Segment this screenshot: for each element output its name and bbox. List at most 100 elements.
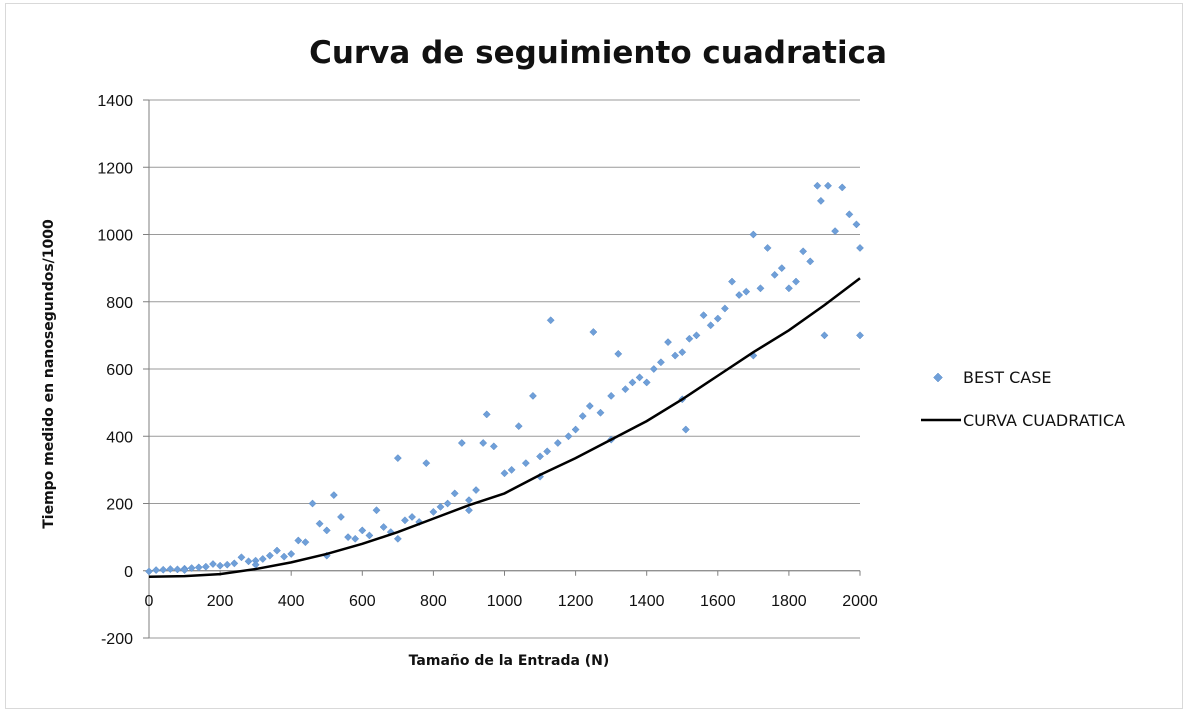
y-tick-label: -200 [101, 631, 133, 648]
scatter-point [482, 410, 491, 419]
scatter-point [223, 560, 232, 569]
scatter-point [813, 181, 822, 190]
legend-item-curva-cuadratica: CURVA CUADRATICA [921, 411, 1125, 430]
scatter-point [166, 565, 175, 574]
x-tick-label: 400 [278, 593, 305, 610]
scatter-point [845, 210, 854, 219]
scatter-point [735, 291, 744, 299]
scatter-point [216, 561, 225, 570]
scatter-point [237, 553, 246, 562]
y-tick-label: 1400 [97, 93, 133, 110]
y-tick-label: 800 [106, 295, 133, 312]
scatter-point [265, 551, 274, 560]
scatter-point [820, 331, 829, 340]
x-tick-label: 1200 [558, 593, 594, 610]
scatter-point [489, 442, 498, 451]
scatter-point [749, 230, 758, 239]
scatter-point [656, 358, 665, 367]
chart-frame: Curva de seguimiento cuadratica -200 0 200… [5, 3, 1183, 709]
scatter-point [678, 348, 687, 357]
scatter-point [294, 536, 303, 545]
scatter-point [287, 549, 296, 558]
scatter-point [521, 459, 530, 468]
scatter-point [564, 432, 573, 441]
scatter-point [578, 412, 587, 421]
scatter-point [301, 538, 310, 547]
x-axis-title: Tamaño de la Entrada (N) [409, 653, 610, 669]
scatter-point [230, 559, 239, 568]
scatter-point [792, 277, 800, 286]
scatter-point [379, 523, 388, 531]
y-tick-label: 400 [106, 429, 133, 446]
scatter-point [852, 220, 861, 229]
scatter-point [479, 439, 488, 447]
scatter-point [280, 552, 289, 561]
scatter-point [159, 565, 168, 574]
y-tick-label: 1000 [97, 228, 133, 245]
scatter-point [258, 555, 267, 563]
chart-svg: Curva de seguimiento cuadratica -200 0 200… [41, 35, 1125, 669]
scatter-point [728, 277, 736, 286]
scatter-point [713, 314, 722, 323]
scatter-point [784, 284, 793, 293]
scatter-point [692, 331, 701, 340]
scatter-point [856, 331, 864, 340]
scatter-point [308, 499, 317, 508]
scatter-point [464, 506, 473, 515]
y-tick-label: 600 [106, 362, 133, 379]
x-tick-label: 1000 [487, 593, 523, 610]
scatter-point [621, 385, 630, 394]
scatter-point [429, 507, 438, 516]
scatter-layer [145, 181, 864, 576]
x-tick-label: 200 [207, 593, 234, 610]
scatter-point [393, 454, 402, 463]
scatter-point [546, 316, 555, 325]
scatter-point [543, 447, 552, 456]
scatter-point [201, 562, 210, 571]
scatter-point [173, 565, 182, 574]
scatter-point [763, 243, 772, 252]
scatter-point [365, 531, 374, 540]
scatter-point [422, 459, 431, 468]
x-tick-label: 600 [349, 593, 376, 610]
scatter-point [649, 365, 658, 373]
scatter-point [585, 402, 594, 410]
x-tick-label: 2000 [842, 593, 878, 610]
scatter-point [472, 486, 481, 495]
scatter-point [500, 469, 509, 478]
scatter-point [799, 247, 808, 256]
scatter-point [315, 519, 324, 528]
scatter-point [777, 264, 786, 273]
scatter-point [856, 243, 864, 252]
legend-item-best-case: BEST CASE [933, 368, 1051, 387]
series-line-curva-cuadratica [148, 277, 861, 579]
scatter-point [681, 425, 690, 434]
scatter-point [607, 391, 616, 400]
scatter-point [699, 311, 708, 320]
scatter-point [628, 378, 637, 387]
scatter-point [838, 183, 847, 192]
x-tick-label: 0 [145, 593, 154, 610]
scatter-point [642, 378, 651, 387]
scatter-point [415, 518, 424, 526]
scatter-point [816, 196, 825, 205]
scatter-point [322, 526, 331, 535]
scatter-point [251, 560, 260, 569]
scatter-point [273, 546, 281, 555]
scatter-point [450, 489, 459, 498]
scatter-point [528, 391, 537, 400]
scatter-point [351, 534, 360, 543]
scatter-point [180, 566, 189, 575]
scatter-point [344, 533, 353, 542]
scatter-point [443, 499, 452, 508]
x-tick-label: 800 [420, 593, 447, 610]
scatter-point [464, 496, 473, 505]
x-tick-label: 1600 [700, 593, 736, 610]
scatter-point [152, 566, 161, 575]
scatter-point [393, 534, 402, 543]
scatter-point [145, 567, 153, 576]
scatter-point [536, 452, 545, 461]
legend: BEST CASE CURVA CUADRATICA [921, 368, 1125, 430]
scatter-point [553, 439, 562, 447]
scatter-point [756, 284, 765, 293]
